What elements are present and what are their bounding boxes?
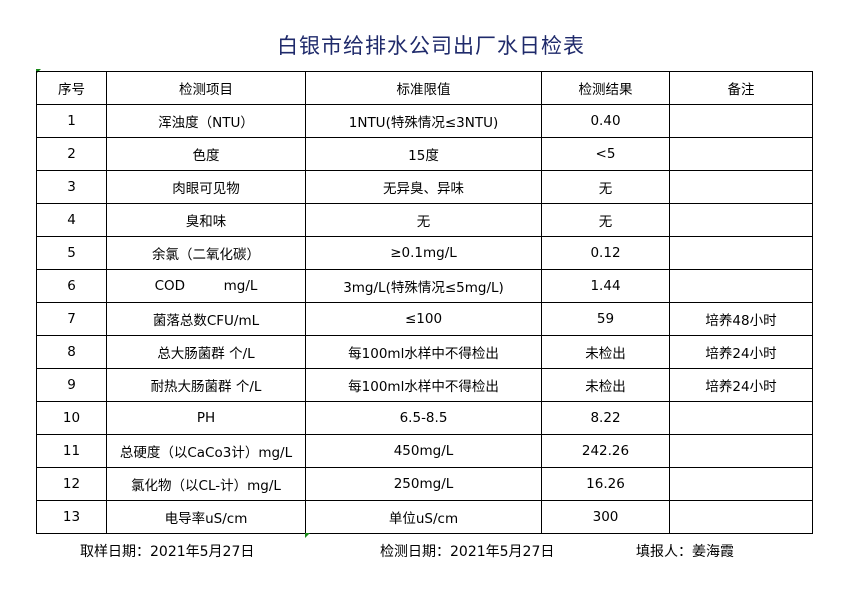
standard-limit-cell: 无: [305, 203, 542, 237]
remark-cell: 培养24小时: [669, 368, 813, 402]
row-number-cell: 13: [36, 500, 107, 534]
test-item-cell: 耐热大肠菌群 个/L: [106, 368, 306, 402]
test-item-cell: 总硬度（以CaCo3计）mg/L: [106, 434, 306, 468]
table-row: 8 总大肠菌群 个/L 每100ml水样中不得检出 未检出 培养24小时: [36, 335, 813, 369]
test-item-cell: PH: [106, 401, 306, 435]
header-cell: 备注: [669, 71, 813, 105]
row-number-cell: 7: [36, 302, 107, 336]
test-result-cell: 无: [541, 203, 670, 237]
test-item-cell: 浑浊度（NTU）: [106, 104, 306, 138]
remark-cell: [669, 170, 813, 204]
remark-cell: [669, 269, 813, 303]
standard-limit-cell: 15度: [305, 137, 542, 171]
test-result-cell: 1.44: [541, 269, 670, 303]
table-row: 10 PH 6.5-8.5 8.22: [36, 401, 813, 435]
test-item-cell: 臭和味: [106, 203, 306, 237]
standard-limit-cell: 450mg/L: [305, 434, 542, 468]
remark-cell: 培养48小时: [669, 302, 813, 336]
cell-marker: [305, 533, 310, 538]
standard-limit-cell: ≤100: [305, 302, 542, 336]
remark-cell: [669, 203, 813, 237]
table-row: 4 臭和味无无: [36, 203, 813, 237]
table-row: 2 色度 15度 <5: [36, 137, 813, 171]
row-number-cell: 4: [36, 203, 107, 237]
table-row: 1 浑浊度（NTU） 1NTU(特殊情况≤3NTU) 0.40: [36, 104, 813, 138]
standard-limit-cell: 无异臭、异味: [305, 170, 542, 204]
test-result-cell: 8.22: [541, 401, 670, 435]
row-number-cell: 2: [36, 137, 107, 171]
standard-limit-cell: 每100ml水样中不得检出: [305, 335, 542, 369]
remark-cell: [669, 467, 813, 501]
row-number-cell: 11: [36, 434, 107, 468]
test-date: 检测日期：2021年5月27日: [380, 544, 555, 560]
table-row: 12 氯化物（以CL-计）mg/L 250mg/L 16.26: [36, 467, 813, 501]
row-number-cell: 6: [36, 269, 107, 303]
remark-cell: [669, 137, 813, 171]
page-title: 白银市给排水公司出厂水日检表: [277, 34, 585, 58]
sampling-date: 取样日期：2021年5月27日: [80, 544, 255, 560]
inspection-table: 序号 检测项目 标准限值 检测结果 备注 1 浑浊度（NTU） 1NTU(特殊情况≤…: [36, 71, 813, 534]
standard-limit-cell: 1NTU(特殊情况≤3NTU): [305, 104, 542, 138]
test-item-cell: 氯化物（以CL-计）mg/L: [106, 467, 306, 501]
standard-limit-cell: 每100ml水样中不得检出: [305, 368, 542, 402]
standard-limit-cell: 3mg/L(特殊情况≤5mg/L): [305, 269, 542, 303]
test-result-cell: 无: [541, 170, 670, 204]
standard-limit-cell: 6.5-8.5: [305, 401, 542, 435]
test-item-cell: 余氯（二氧化碳）: [106, 236, 306, 270]
test-result-cell: 242.26: [541, 434, 670, 468]
header-cell: 检测项目: [106, 71, 306, 105]
test-item-cell: 色度: [106, 137, 306, 171]
table-row: 3 肉眼可见物 无异臭、异味无: [36, 170, 813, 204]
header-cell: 检测结果: [541, 71, 670, 105]
test-item-cell: 总大肠菌群 个/L: [106, 335, 306, 369]
table-row: 13 电导率uS/cm 单位uS/cm 300: [36, 500, 813, 534]
row-number-cell: 12: [36, 467, 107, 501]
standard-limit-cell: 单位uS/cm: [305, 500, 542, 534]
table-row: 9 耐热大肠菌群 个/L 每100ml水样中不得检出 未检出 培养24小时: [36, 368, 813, 402]
test-item-cell: COD mg/L: [106, 269, 306, 303]
remark-cell: [669, 401, 813, 435]
remark-cell: [669, 434, 813, 468]
header-cell: 序号: [36, 71, 107, 105]
table-row: 7 菌落总数CFU/mL ≤100 59 培养48小时: [36, 302, 813, 336]
test-item-cell: 电导率uS/cm: [106, 500, 306, 534]
row-number-cell: 8: [36, 335, 107, 369]
row-number-cell: 10: [36, 401, 107, 435]
test-result-cell: 未检出: [541, 368, 670, 402]
standard-limit-cell: ≥0.1mg/L: [305, 236, 542, 270]
row-number-cell: 3: [36, 170, 107, 204]
test-result-cell: 0.40: [541, 104, 670, 138]
test-result-cell: 300: [541, 500, 670, 534]
reporter: 填报人：姜海霞: [636, 544, 734, 560]
test-result-cell: <5: [541, 137, 670, 171]
test-result-cell: 0.12: [541, 236, 670, 270]
row-number-cell: 1: [36, 104, 107, 138]
remark-cell: [669, 236, 813, 270]
remark-cell: 培养24小时: [669, 335, 813, 369]
header-cell: 标准限值: [305, 71, 542, 105]
table-row: 6 COD mg/L 3mg/L(特殊情况≤5mg/L) 1.44: [36, 269, 813, 303]
row-number-cell: 9: [36, 368, 107, 402]
standard-limit-cell: 250mg/L: [305, 467, 542, 501]
table-row: 5 余氯（二氧化碳） ≥0.1mg/L 0.12: [36, 236, 813, 270]
table-row: 11 总硬度（以CaCo3计）mg/L 450mg/L 242.26: [36, 434, 813, 468]
remark-cell: [669, 104, 813, 138]
test-item-cell: 肉眼可见物: [106, 170, 306, 204]
test-result-cell: 16.26: [541, 467, 670, 501]
remark-cell: [669, 500, 813, 534]
test-result-cell: 未检出: [541, 335, 670, 369]
test-result-cell: 59: [541, 302, 670, 336]
table-header-row: 序号 检测项目 标准限值 检测结果 备注: [36, 71, 813, 105]
test-item-cell: 菌落总数CFU/mL: [106, 302, 306, 336]
row-number-cell: 5: [36, 236, 107, 270]
